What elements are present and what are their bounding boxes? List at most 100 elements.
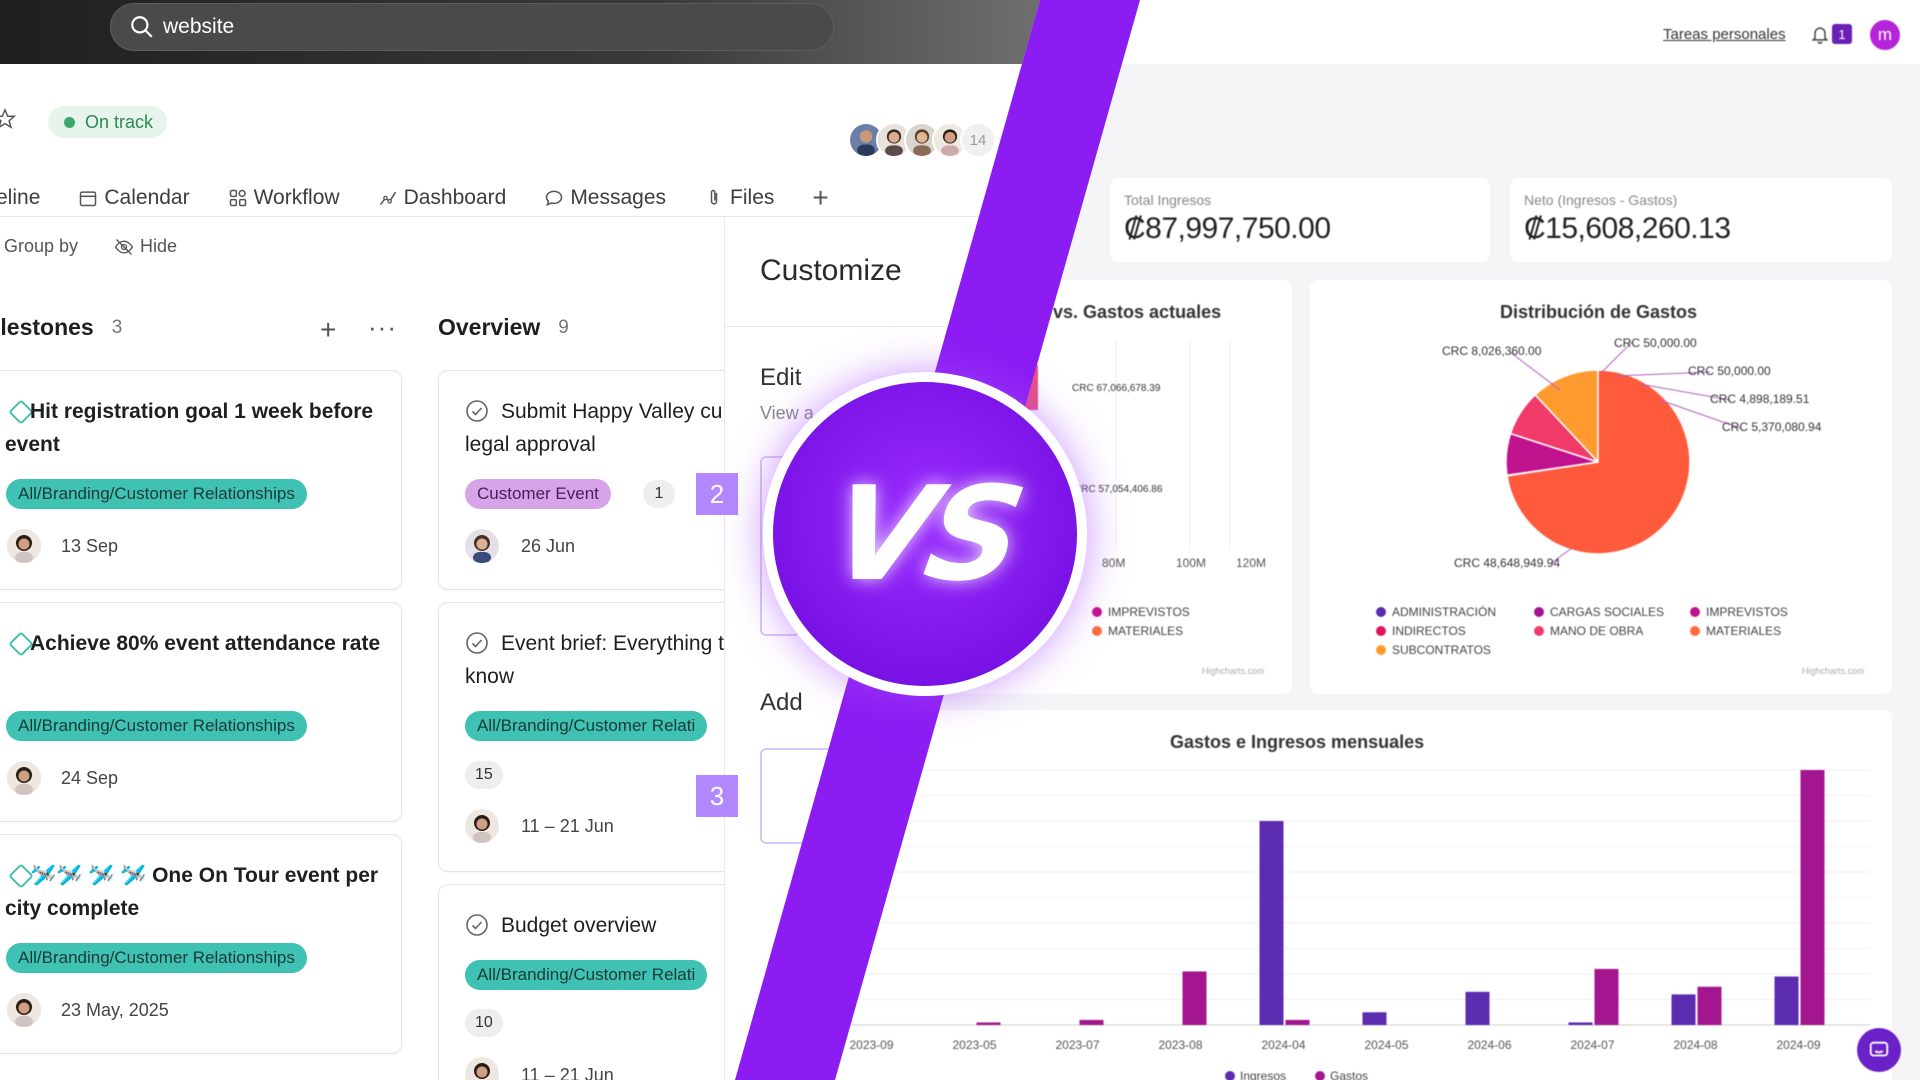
bar[interactable] — [1774, 976, 1799, 1025]
task-title: 🛩️🛩️ 🛩️ 🛩️ One On Tour event per city co… — [5, 864, 379, 920]
bar[interactable] — [1594, 968, 1619, 1025]
group-by-label: Group by — [4, 236, 79, 256]
check-circle-icon[interactable] — [465, 399, 489, 423]
legend-item[interactable]: IMPREVISTOS — [1092, 605, 1190, 619]
personal-tasks-link[interactable]: Tareas personales — [1663, 26, 1786, 43]
legend-item[interactable]: MATERIALES — [1690, 624, 1781, 638]
bar[interactable] — [1285, 1019, 1310, 1025]
project-tag[interactable]: Customer Event — [465, 479, 611, 509]
tab-label: Messages — [570, 186, 667, 209]
assignee-avatar[interactable] — [7, 993, 41, 1027]
due-date: 11 – 21 Jun — [521, 1065, 614, 1080]
star-icon[interactable] — [0, 108, 16, 130]
task-title: Achieve 80% event attendance rate — [30, 632, 381, 655]
tab-dashboard[interactable]: Dashboard — [378, 186, 506, 210]
legend-dot — [1376, 645, 1386, 655]
legend-item[interactable]: INDIRECTOS — [1376, 624, 1466, 638]
assignee-avatar[interactable] — [7, 761, 41, 795]
tab-timeline[interactable]: eline — [0, 186, 40, 210]
bar[interactable] — [1800, 770, 1825, 1025]
slice-label: CRC 50,000.00 — [1614, 336, 1697, 350]
bar[interactable] — [976, 1022, 1001, 1025]
step-badge: 3 — [696, 775, 738, 817]
bar[interactable] — [1362, 1012, 1387, 1025]
task-card[interactable]: Hit registration goal 1 week before even… — [0, 370, 402, 590]
add-tab-button[interactable]: + — [812, 182, 828, 214]
legend-item[interactable]: MANO DE OBRA — [1534, 624, 1643, 638]
pie-slice[interactable] — [1534, 369, 1599, 464]
legend-item[interactable]: MATERIALES — [1092, 624, 1183, 638]
project-tag[interactable]: All/Branding/Customer Relati — [465, 711, 708, 741]
group-by-button[interactable]: Group by — [4, 236, 78, 257]
hide-button[interactable]: Hide — [114, 236, 177, 257]
pie-slice[interactable] — [1509, 393, 1599, 463]
customize-add-heading: Add — [760, 689, 803, 716]
legend-label: IMPREVISTOS — [1108, 605, 1190, 619]
status-badge[interactable]: On track — [48, 106, 168, 138]
customize-add-box[interactable] — [760, 748, 850, 844]
tick-label: 2024-06 — [1467, 1038, 1511, 1052]
task-card[interactable]: Achieve 80% event attendance rate All/Br… — [0, 602, 402, 822]
add-task-button[interactable]: + — [320, 314, 337, 345]
legend-item[interactable]: SUBCONTRATOS — [1376, 643, 1491, 657]
column-more-button[interactable]: ··· — [368, 312, 397, 342]
due-date: 23 May, 2025 — [61, 1000, 169, 1020]
bar[interactable] — [1671, 994, 1696, 1025]
due-date: 11 – 21 Jun — [521, 816, 614, 836]
subtask-count: 15 — [465, 761, 503, 789]
bar[interactable] — [1465, 991, 1490, 1025]
assignee-avatar[interactable] — [465, 1057, 499, 1080]
slice-label: CRC 48,648,949.94 — [1454, 556, 1561, 570]
assignee-avatar[interactable] — [465, 809, 499, 843]
legend-label[interactable]: Ingresos — [1240, 1069, 1286, 1080]
tick-label: 2023-08 — [1158, 1038, 1202, 1052]
leader-line — [1659, 399, 1741, 429]
legend-item[interactable]: ADMINISTRACIÓN — [1376, 605, 1496, 619]
bar[interactable] — [1259, 821, 1284, 1025]
assignee-avatar[interactable] — [7, 529, 41, 563]
legend-dot — [1315, 1071, 1325, 1080]
calendar-icon — [80, 191, 97, 207]
tab-files[interactable]: Files — [704, 186, 774, 210]
legend-label[interactable]: Gastos — [1330, 1069, 1368, 1080]
legend-dot — [1376, 626, 1386, 636]
legend-dot — [1534, 626, 1544, 636]
bar[interactable] — [1079, 1019, 1104, 1025]
bar[interactable] — [1697, 986, 1722, 1025]
legend-item[interactable]: IMPREVISTOS — [1690, 605, 1788, 619]
tab-messages[interactable]: Messages — [544, 186, 666, 210]
assignee-avatar[interactable] — [465, 529, 499, 563]
column-title: ilestones — [0, 314, 94, 340]
dashboard-icon — [379, 191, 396, 206]
step-badge: 2 — [696, 473, 738, 515]
tab-workflow[interactable]: Workflow — [228, 186, 340, 210]
notification-count[interactable]: 1 — [1832, 24, 1852, 44]
column-title: Overview — [438, 314, 541, 340]
data-label: CRC 67,066,678.39 — [1072, 383, 1161, 394]
legend-item[interactable]: CARGAS SOCIALES — [1534, 605, 1664, 619]
tab-calendar[interactable]: Calendar — [78, 186, 190, 210]
column-count: 9 — [558, 316, 569, 338]
user-avatar[interactable]: m — [1870, 20, 1900, 50]
tick-label: 2024-05 — [1364, 1038, 1408, 1052]
vs-text: VS — [820, 458, 1030, 610]
project-tag[interactable]: All/Branding/Customer Relationships — [6, 479, 307, 509]
check-circle-icon[interactable] — [465, 631, 489, 655]
project-tag[interactable]: All/Branding/Customer Relationships — [6, 711, 307, 741]
tick-label: 100M — [1176, 556, 1207, 570]
bell-icon[interactable] — [1810, 24, 1830, 44]
chat-button[interactable] — [1857, 1028, 1901, 1072]
chart-credit: Highcharts.com — [1202, 666, 1265, 676]
stat-value: ₡15,608,260.13 — [1524, 212, 1731, 245]
task-card[interactable]: 🛩️🛩️ 🛩️ 🛩️ One On Tour event per city co… — [0, 834, 402, 1054]
pie-slice[interactable] — [1506, 369, 1691, 555]
bar[interactable] — [1182, 971, 1207, 1025]
column-header-overview: Overview 9 — [438, 314, 569, 341]
project-tag[interactable]: All/Branding/Customer Relati — [465, 960, 708, 990]
search-input[interactable]: website — [110, 3, 834, 51]
bar[interactable] — [1568, 1022, 1593, 1025]
project-tag[interactable]: All/Branding/Customer Relationships — [6, 943, 307, 973]
member-avatars[interactable]: 14 — [848, 122, 996, 158]
hide-label: Hide — [140, 236, 178, 256]
check-circle-icon[interactable] — [465, 913, 489, 937]
